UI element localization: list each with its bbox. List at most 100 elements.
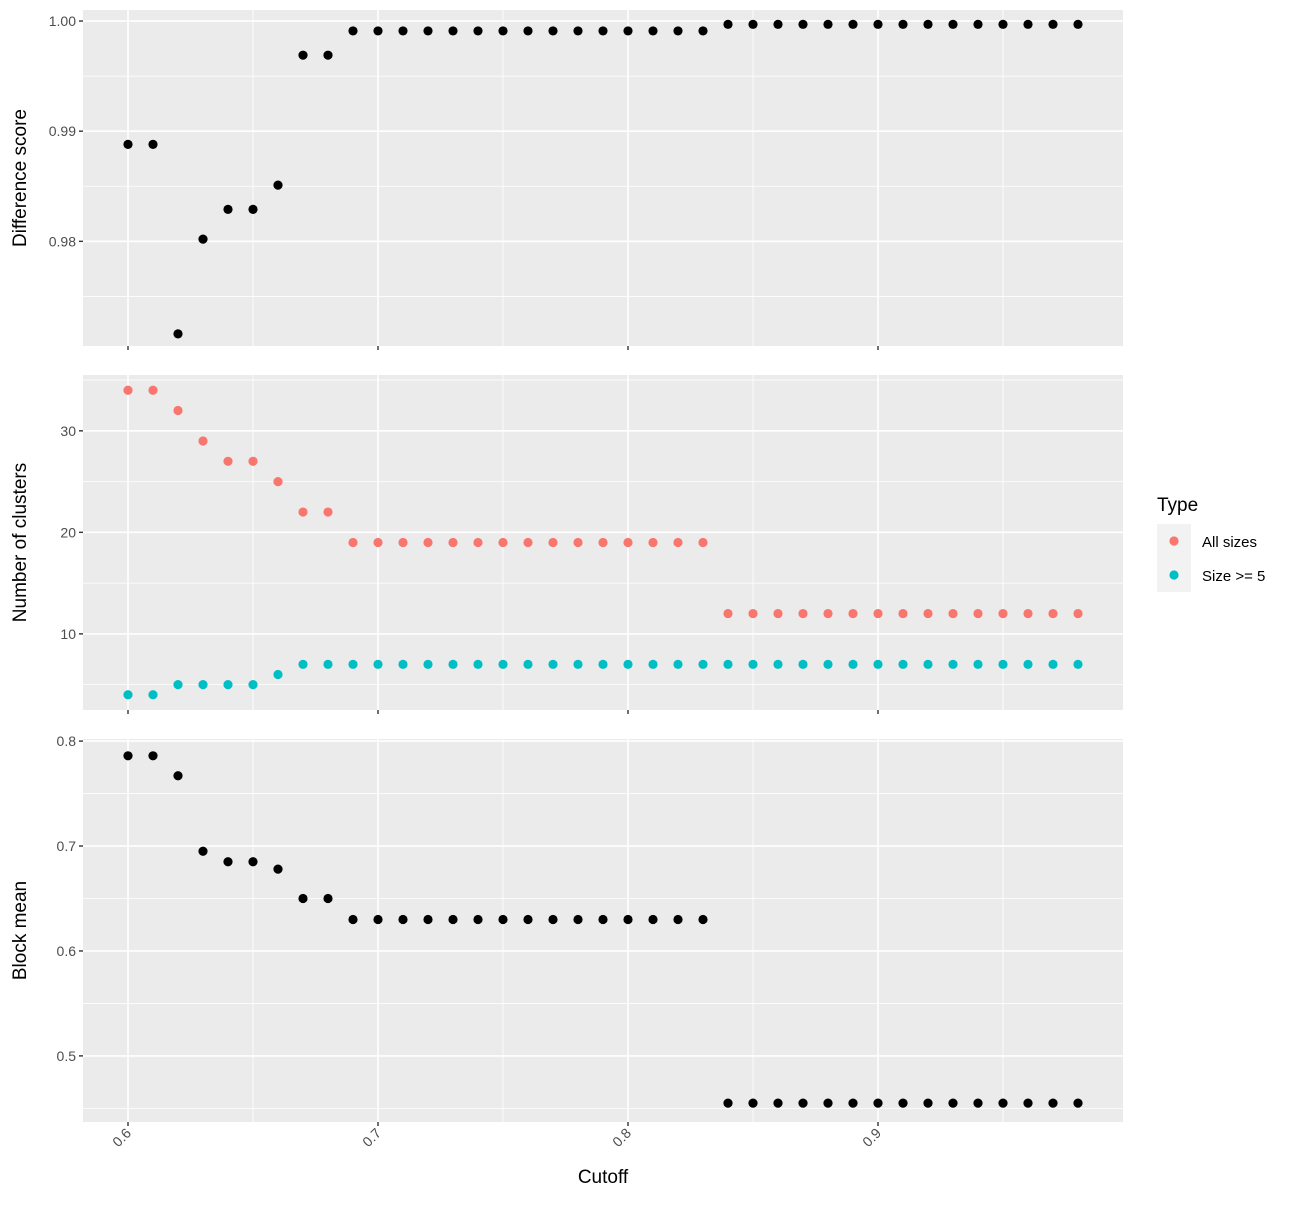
data-point — [473, 659, 483, 669]
data-point — [423, 26, 433, 36]
data-point — [148, 690, 158, 700]
data-point — [348, 26, 358, 36]
data-point — [473, 26, 483, 36]
data-point — [773, 608, 783, 619]
data-point — [773, 19, 783, 29]
data-point — [173, 680, 183, 690]
data-point — [548, 659, 558, 669]
data-point — [498, 537, 508, 548]
data-point — [173, 771, 183, 781]
data-point — [448, 659, 458, 669]
data-point — [973, 608, 983, 619]
data-point — [748, 608, 758, 619]
data-point — [923, 608, 933, 619]
data-point — [373, 914, 383, 925]
data-point — [598, 26, 608, 36]
data-point — [173, 329, 183, 339]
data-point — [1023, 19, 1033, 29]
data-point — [523, 537, 533, 548]
data-point — [398, 537, 408, 548]
data-point — [798, 608, 808, 619]
data-point — [198, 234, 208, 244]
series-1 — [123, 385, 1083, 619]
data-point — [1073, 19, 1083, 29]
data-point — [248, 456, 258, 466]
data-point — [498, 26, 508, 36]
data-point — [598, 659, 608, 669]
data-point — [323, 50, 333, 60]
data-point — [273, 864, 283, 874]
data-point — [1048, 608, 1058, 619]
data-point — [373, 537, 383, 548]
data-point — [448, 537, 458, 548]
y-tick-label: 30 — [60, 423, 76, 439]
data-point — [923, 19, 933, 29]
y-tick-label: 0.99 — [49, 123, 76, 139]
data-point — [223, 204, 233, 214]
data-point — [848, 608, 858, 619]
data-point — [473, 914, 483, 925]
data-point — [1048, 659, 1058, 669]
data-point — [773, 1098, 783, 1108]
y-axis-title: Block mean — [10, 881, 31, 980]
data-point — [148, 385, 158, 395]
data-point — [773, 659, 783, 669]
data-point — [573, 537, 583, 548]
data-point — [498, 659, 508, 669]
data-point — [573, 26, 583, 36]
legend-key-dot — [1169, 536, 1179, 546]
data-point — [923, 659, 933, 669]
y-axis-title: Difference score — [10, 109, 31, 247]
data-point — [748, 1098, 758, 1108]
data-point — [648, 26, 658, 36]
y-tick-label: 20 — [60, 524, 76, 540]
data-point — [123, 751, 133, 761]
data-point — [548, 914, 558, 925]
y-tick-label: 1.00 — [49, 13, 76, 29]
data-point — [548, 537, 558, 548]
x-tick-label: 0.7 — [359, 1125, 384, 1150]
data-point — [1023, 659, 1033, 669]
data-point — [723, 19, 733, 29]
data-point — [648, 914, 658, 925]
data-point — [673, 26, 683, 36]
data-point — [698, 537, 708, 548]
data-point — [798, 659, 808, 669]
data-point — [698, 914, 708, 925]
data-point — [198, 846, 208, 856]
data-point — [398, 26, 408, 36]
data-point — [1023, 608, 1033, 619]
data-point — [673, 659, 683, 669]
panel-1: 0.98 0.99 1.00 Difference score — [10, 10, 1123, 350]
data-point — [573, 659, 583, 669]
data-point — [798, 1098, 808, 1108]
legend-title: Type — [1157, 495, 1198, 516]
data-point — [898, 1098, 908, 1108]
data-point — [648, 659, 658, 669]
data-point — [348, 537, 358, 548]
data-point — [973, 1098, 983, 1108]
legend: Type All sizes Size >= 5 — [1157, 495, 1265, 592]
data-point — [1023, 1098, 1033, 1108]
data-point — [623, 659, 633, 669]
data-point — [623, 26, 633, 36]
panel-background — [83, 10, 1123, 346]
data-point — [698, 26, 708, 36]
series-1 — [123, 19, 1083, 339]
x-tick-label: 0.8 — [609, 1125, 634, 1150]
data-point — [1048, 19, 1058, 29]
data-point — [623, 914, 633, 925]
data-point — [298, 507, 308, 517]
data-point — [723, 608, 733, 619]
data-point — [148, 751, 158, 761]
data-point — [373, 659, 383, 669]
data-point — [298, 659, 308, 669]
series-1 — [123, 751, 1083, 1108]
data-point — [523, 659, 533, 669]
data-point — [123, 690, 133, 700]
data-point — [798, 19, 808, 29]
data-point — [498, 914, 508, 925]
data-point — [523, 914, 533, 925]
data-point — [248, 857, 258, 867]
data-point — [123, 139, 133, 149]
